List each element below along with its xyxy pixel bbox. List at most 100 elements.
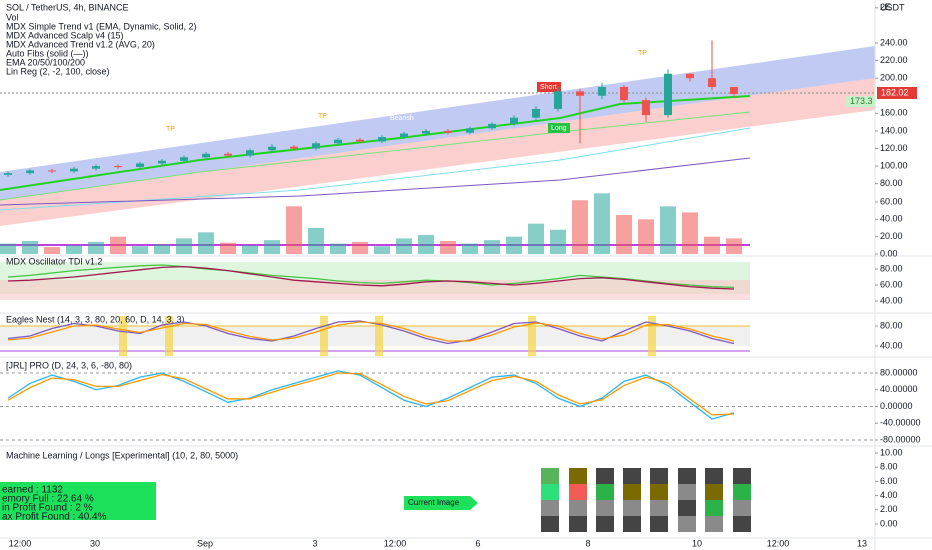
y-tick-label: -40.00000: [880, 418, 921, 428]
ml-block: [623, 484, 641, 500]
series-line: [7, 265, 735, 290]
ml-block: [623, 516, 641, 532]
candle-body: [180, 157, 188, 161]
volume-bar: [308, 228, 324, 254]
y-tick-label: 80.00: [880, 320, 903, 330]
candle-body: [224, 153, 232, 156]
ml-block: [678, 500, 696, 516]
candle-body: [378, 137, 386, 142]
series-line: [7, 370, 735, 420]
volume-bar: [330, 243, 346, 254]
candle-body: [26, 170, 34, 174]
ml-block: [733, 516, 751, 532]
stat: in Profit Found : 2 %: [2, 503, 93, 514]
candle-body: [4, 173, 12, 175]
annotation: TP: [318, 113, 327, 120]
ml-block: [650, 468, 668, 484]
candle-body: [92, 166, 100, 169]
volume-bar: [110, 236, 126, 254]
ml-block: [569, 484, 587, 500]
ml-block: [541, 516, 559, 532]
ml-block: [596, 484, 614, 500]
candle-body: [554, 91, 562, 109]
y-tick-label: 80.00: [880, 263, 903, 273]
x-tick-label: 12:00: [767, 538, 790, 548]
ml-block: [678, 468, 696, 484]
ml-block: [733, 500, 751, 516]
volume-bar: [374, 246, 390, 254]
annotation: Bearish: [390, 115, 414, 122]
candle-body: [510, 117, 518, 124]
x-tick-label: 12:00: [9, 538, 32, 548]
ml-block: [596, 500, 614, 516]
ml-block: [650, 500, 668, 516]
volume-bar: [638, 219, 654, 254]
candle-body: [114, 166, 122, 168]
ml-block: [541, 500, 559, 516]
channel-lower: [0, 78, 875, 226]
y-tick-label: 60.00: [880, 196, 903, 206]
panel-title: Machine Learning / Longs [Experimental] …: [6, 450, 238, 460]
volume-bar: [418, 234, 434, 254]
volume-bar: [154, 244, 170, 254]
price-tag: [877, 87, 917, 99]
y-tick-label: 140.00: [880, 125, 908, 135]
candle-body: [356, 139, 364, 142]
y-unit: USDT: [880, 2, 905, 12]
x-tick-label: 6: [475, 538, 480, 548]
annotation: Short: [540, 84, 557, 91]
chart-title: SOL / TetherUS, 4h, BINANCE: [6, 2, 129, 12]
annotation-box: [537, 82, 561, 92]
legend-entry: Lin Reg (2, -2, 100, close): [6, 66, 110, 76]
volume-bar: [176, 238, 192, 254]
volume-bar: [528, 223, 544, 254]
candle-body: [708, 78, 716, 87]
candle-body: [466, 128, 474, 133]
ml-block: [569, 516, 587, 532]
candle-body: [422, 130, 430, 134]
annotation-box: [548, 123, 570, 133]
series-line: [7, 372, 735, 416]
annotation: TP: [166, 126, 175, 133]
ml-block: [541, 484, 559, 500]
volume-bar: [286, 206, 302, 254]
panel-title: [JRL] PRO (D, 24, 3, 6, -80, 80): [6, 360, 132, 370]
candle-body: [246, 150, 254, 156]
y-tick-label: 220.00: [880, 55, 908, 65]
channel-upper: [0, 46, 875, 200]
y-tick-label: 60.00: [880, 279, 903, 289]
ml-block: [678, 484, 696, 500]
candle-body: [48, 170, 56, 172]
candle-body: [642, 100, 650, 116]
ml-block: [733, 484, 751, 500]
volume-bar: [198, 232, 214, 254]
y-tick-label: 0.00: [880, 518, 898, 528]
ml-block: [650, 484, 668, 500]
y-tick-label: 80.00000: [880, 367, 918, 377]
y-tick-label: 160.00: [880, 108, 908, 118]
candle-body: [444, 130, 452, 133]
y-tick-label: 200.00: [880, 73, 908, 83]
series-line: [7, 264, 735, 289]
volume-bar: [66, 245, 82, 254]
ml-block: [596, 516, 614, 532]
y-tick-label: 6.00: [880, 476, 898, 486]
volume-bar: [660, 206, 676, 254]
y-tick-label: 0.00000: [880, 401, 913, 411]
candle-body: [312, 143, 320, 149]
ml-block: [569, 500, 587, 516]
y-tick-label: 40.00000: [880, 384, 918, 394]
stat: ax Profit Found : 40.4%: [2, 512, 107, 523]
candle-body: [158, 160, 166, 164]
ml-block: [596, 468, 614, 484]
candle-body: [268, 146, 276, 151]
candle-body: [686, 73, 694, 79]
last-price: 182.02: [881, 87, 909, 97]
y-tick-label: 8.00: [880, 462, 898, 472]
annotation: Long: [551, 125, 567, 132]
stat: emory Full : 22.64 %: [2, 494, 94, 505]
candle-body: [664, 73, 672, 116]
y-tick-label: 240.00: [880, 37, 908, 47]
eagles-highlights: [119, 316, 656, 356]
tdi-band: [0, 280, 750, 300]
